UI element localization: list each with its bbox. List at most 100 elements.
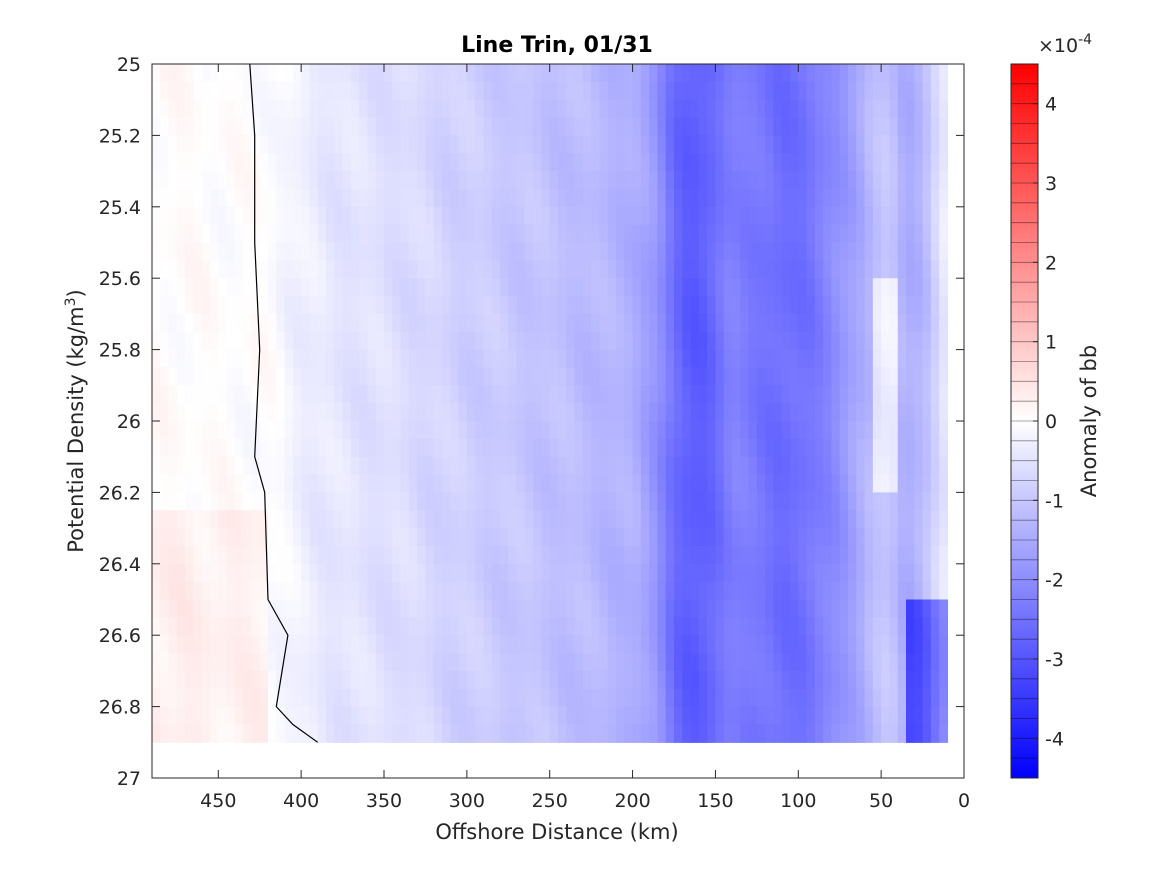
- anomaly-cell: [723, 331, 733, 351]
- anomaly-cell: [848, 313, 857, 333]
- anomaly-cell: [798, 99, 808, 119]
- anomaly-cell: [193, 349, 203, 369]
- anomaly-cell: [616, 492, 625, 511]
- anomaly-cell: [823, 724, 833, 743]
- anomaly-cell: [889, 403, 899, 422]
- anomaly-cell: [574, 492, 584, 511]
- anomaly-cell: [914, 349, 924, 369]
- anomaly-cell: [384, 474, 393, 493]
- anomaly-cell: [914, 117, 924, 136]
- anomaly-cell: [152, 99, 161, 119]
- anomaly-cell: [558, 135, 567, 154]
- anomaly-cell: [682, 260, 692, 279]
- anomaly-cell: [624, 206, 634, 226]
- anomaly-cell: [524, 617, 534, 636]
- anomaly-cell: [326, 403, 335, 422]
- anomaly-cell: [533, 492, 543, 511]
- anomaly-cell: [317, 242, 327, 261]
- anomaly-cell: [914, 260, 924, 279]
- anomaly-cell: [690, 385, 700, 404]
- anomaly-cell: [218, 635, 228, 654]
- anomaly-cell: [384, 670, 393, 690]
- anomaly-cell: [491, 545, 501, 565]
- anomaly-cell: [640, 349, 650, 369]
- anomaly-cell: [690, 599, 700, 618]
- anomaly-cell: [591, 492, 601, 511]
- anomaly-cell: [201, 385, 211, 404]
- anomaly-cell: [168, 653, 178, 672]
- anomaly-cell: [442, 581, 451, 601]
- anomaly-cell: [425, 385, 435, 404]
- anomaly-cell: [698, 224, 708, 244]
- anomaly-cell: [607, 421, 617, 440]
- anomaly-cell: [210, 81, 219, 101]
- anomaly-cell: [616, 331, 625, 351]
- anomaly-cell: [599, 278, 609, 297]
- anomaly-cell: [698, 331, 708, 351]
- anomaly-cell: [210, 117, 219, 136]
- anomaly-cell: [466, 492, 476, 511]
- anomaly-cell: [301, 474, 311, 493]
- anomaly-cell: [400, 474, 410, 493]
- anomaly-cell: [433, 617, 443, 636]
- anomaly-cell: [906, 688, 915, 708]
- anomaly-cell: [152, 545, 161, 565]
- anomaly-cell: [392, 81, 402, 101]
- anomaly-cell: [939, 617, 949, 636]
- anomaly-cell: [599, 421, 609, 440]
- anomaly-cell: [408, 385, 418, 404]
- anomaly-cell: [392, 581, 402, 601]
- anomaly-cell: [848, 421, 857, 440]
- anomaly-cell: [624, 581, 634, 601]
- anomaly-cell: [425, 724, 435, 743]
- anomaly-cell: [516, 385, 526, 404]
- anomaly-cell: [375, 653, 385, 672]
- anomaly-cell: [392, 599, 402, 618]
- anomaly-cell: [458, 81, 468, 101]
- anomaly-cell: [856, 153, 866, 172]
- anomaly-cell: [475, 438, 485, 458]
- anomaly-cell: [458, 456, 468, 476]
- anomaly-cell: [740, 278, 750, 297]
- anomaly-cell: [632, 599, 642, 618]
- anomaly-cell: [475, 688, 485, 708]
- anomaly-cell: [334, 670, 344, 690]
- anomaly-cell: [508, 421, 518, 440]
- anomaly-cell: [748, 313, 758, 333]
- anomaly-cell: [773, 617, 783, 636]
- anomaly-cell: [897, 206, 907, 226]
- anomaly-cell: [251, 81, 261, 101]
- anomaly-cell: [649, 706, 659, 726]
- anomaly-cell: [607, 206, 617, 226]
- anomaly-cell: [508, 81, 518, 101]
- anomaly-cell: [872, 153, 882, 172]
- anomaly-cell: [872, 278, 882, 297]
- anomaly-cell: [334, 545, 344, 565]
- anomaly-cell: [193, 385, 203, 404]
- anomaly-cell: [259, 545, 269, 565]
- anomaly-cell: [500, 349, 509, 369]
- anomaly-cell: [541, 153, 551, 172]
- anomaly-cell: [226, 99, 236, 119]
- anomaly-cell: [334, 438, 344, 458]
- anomaly-cell: [259, 706, 269, 726]
- anomaly-cell: [624, 331, 634, 351]
- anomaly-cell: [359, 581, 369, 601]
- anomaly-cell: [160, 563, 170, 583]
- anomaly-cell: [773, 313, 783, 333]
- anomaly-cell: [417, 171, 427, 190]
- anomaly-cell: [765, 635, 775, 654]
- anomaly-cell: [516, 260, 526, 279]
- anomaly-cell: [682, 403, 692, 422]
- anomaly-cell: [582, 653, 592, 672]
- anomaly-cell: [516, 492, 526, 511]
- anomaly-cell: [732, 438, 741, 458]
- anomaly-cell: [566, 510, 576, 529]
- anomaly-cell: [848, 206, 857, 226]
- anomaly-cell: [259, 206, 269, 226]
- anomaly-cell: [881, 188, 891, 208]
- anomaly-cell: [301, 528, 311, 547]
- anomaly-cell: [715, 385, 725, 404]
- anomaly-cell: [516, 81, 526, 101]
- anomaly-cell: [657, 188, 667, 208]
